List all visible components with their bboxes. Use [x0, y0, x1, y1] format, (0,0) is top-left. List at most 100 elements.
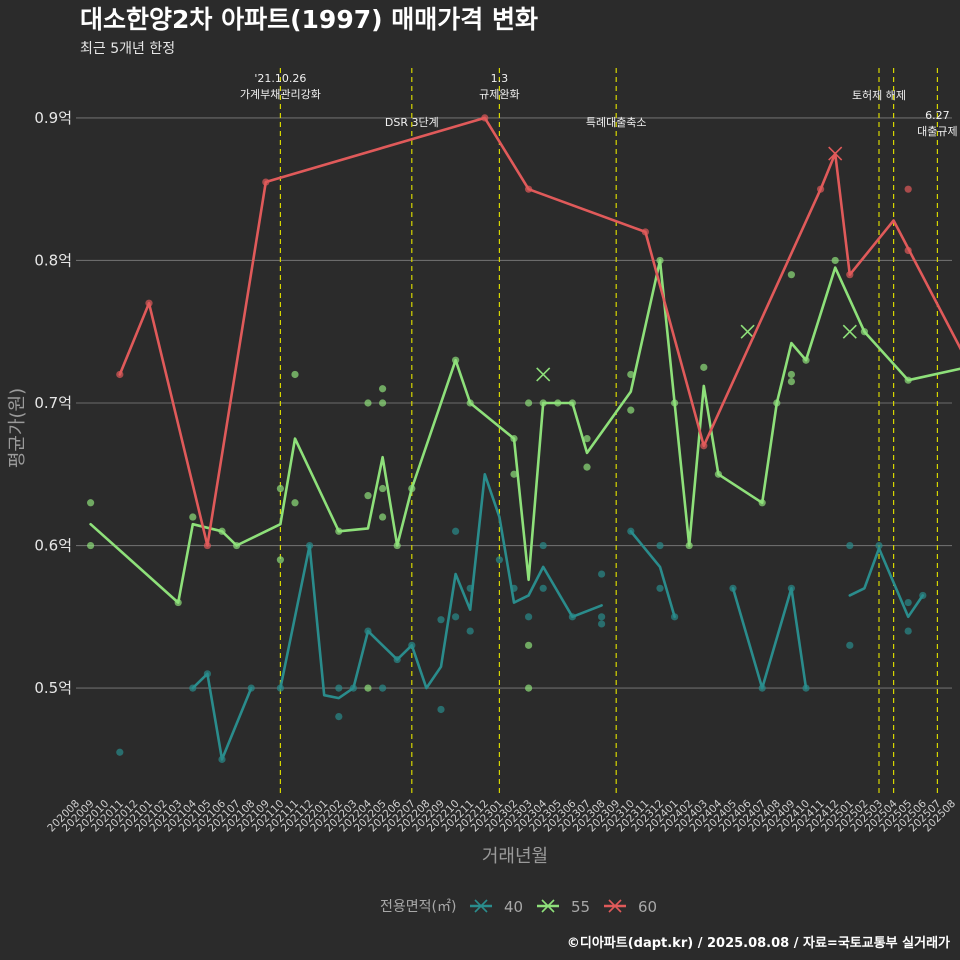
data-point	[452, 613, 460, 621]
data-point	[379, 399, 387, 407]
cross-marker	[828, 146, 843, 161]
event-label: 토허제 해제	[852, 88, 906, 102]
legend-key-cross	[541, 899, 555, 913]
data-point	[116, 748, 124, 756]
x-axis-title: 거래년월	[482, 846, 548, 867]
event-label: DSR 3단계	[385, 116, 439, 129]
data-point	[598, 613, 606, 621]
data-point	[364, 492, 372, 500]
data-point	[700, 442, 708, 450]
data-point	[116, 370, 124, 379]
event-label: 6.27	[925, 109, 950, 122]
data-point	[904, 185, 912, 193]
data-point	[817, 185, 825, 193]
event-label: 규제완화	[479, 88, 519, 101]
data-point	[904, 627, 912, 635]
series-line	[629, 530, 676, 619]
data-point	[568, 613, 577, 621]
data-point	[568, 399, 577, 407]
data-point	[525, 185, 533, 193]
data-point	[189, 684, 197, 692]
y-axis-title: 평균가(원)	[7, 388, 28, 468]
data-point	[510, 470, 518, 478]
series-line	[279, 473, 603, 700]
data-point	[203, 541, 211, 550]
data-point	[802, 356, 810, 364]
data-point	[291, 499, 299, 507]
data-point	[379, 484, 387, 493]
y-tick-label: 0.5억	[34, 679, 72, 697]
data-point	[525, 641, 533, 649]
data-point	[276, 556, 284, 564]
data-point	[364, 399, 372, 407]
data-point	[306, 541, 314, 550]
data-point	[510, 435, 518, 443]
series-40	[116, 473, 927, 763]
y-tick-label: 0.7억	[34, 394, 72, 412]
data-point	[364, 627, 372, 635]
data-point	[291, 370, 299, 379]
legend-title: 전용면적(㎡)	[380, 899, 456, 915]
series-line	[191, 672, 253, 761]
data-point	[583, 463, 591, 471]
data-point	[87, 499, 95, 507]
data-point	[758, 684, 766, 692]
data-point	[452, 527, 460, 535]
data-point	[787, 378, 796, 386]
y-tick-label: 0.8억	[34, 251, 72, 269]
data-point	[87, 541, 95, 550]
chart-title: 대소한양2차 아파트(1997) 매매가격 변화	[80, 5, 538, 34]
y-tick-label: 0.9억	[34, 109, 72, 127]
series-layer	[87, 114, 960, 763]
data-point	[189, 513, 197, 521]
data-point	[393, 541, 401, 550]
data-point	[583, 435, 591, 443]
data-point	[379, 385, 387, 393]
legend: 전용면적(㎡) 40 55 60	[380, 898, 657, 916]
data-point	[846, 641, 854, 649]
data-point	[525, 684, 533, 692]
data-point	[787, 584, 796, 592]
data-point	[729, 584, 737, 592]
series-55	[87, 256, 960, 692]
data-point	[364, 684, 372, 692]
data-point	[773, 399, 781, 407]
data-point	[262, 178, 270, 186]
data-point	[218, 755, 226, 763]
legend-key-cross	[474, 899, 488, 913]
series-60	[116, 114, 960, 550]
data-point	[276, 684, 284, 692]
data-point	[466, 399, 474, 407]
data-point	[525, 613, 533, 621]
data-point	[218, 527, 226, 535]
data-point	[276, 484, 284, 493]
data-point	[904, 598, 912, 607]
legend-label: 40	[504, 898, 523, 916]
data-point	[758, 499, 766, 507]
data-point	[539, 541, 547, 550]
data-point	[510, 584, 518, 592]
chart-caption: ©디아파트(dapt.kr) / 2025.08.08 / 자료=국토교통부 실…	[567, 935, 950, 951]
data-point	[233, 541, 241, 550]
data-point	[335, 527, 343, 535]
chart-subtitle: 최근 5개년 한정	[80, 41, 175, 57]
data-point	[598, 620, 606, 628]
data-point	[174, 598, 182, 607]
data-point	[627, 406, 635, 414]
legend-label: 60	[638, 898, 657, 916]
data-point	[539, 399, 547, 407]
legend-key-cross	[608, 899, 622, 913]
data-point	[247, 684, 255, 692]
data-point	[481, 114, 489, 122]
data-point	[539, 584, 547, 592]
data-point	[203, 670, 211, 678]
data-point	[700, 363, 708, 371]
cross-marker	[842, 324, 857, 339]
data-point	[495, 556, 503, 564]
data-point	[393, 655, 401, 664]
event-label: 가계부채관리강화	[240, 88, 321, 101]
data-point	[802, 684, 810, 692]
data-point	[875, 541, 883, 550]
